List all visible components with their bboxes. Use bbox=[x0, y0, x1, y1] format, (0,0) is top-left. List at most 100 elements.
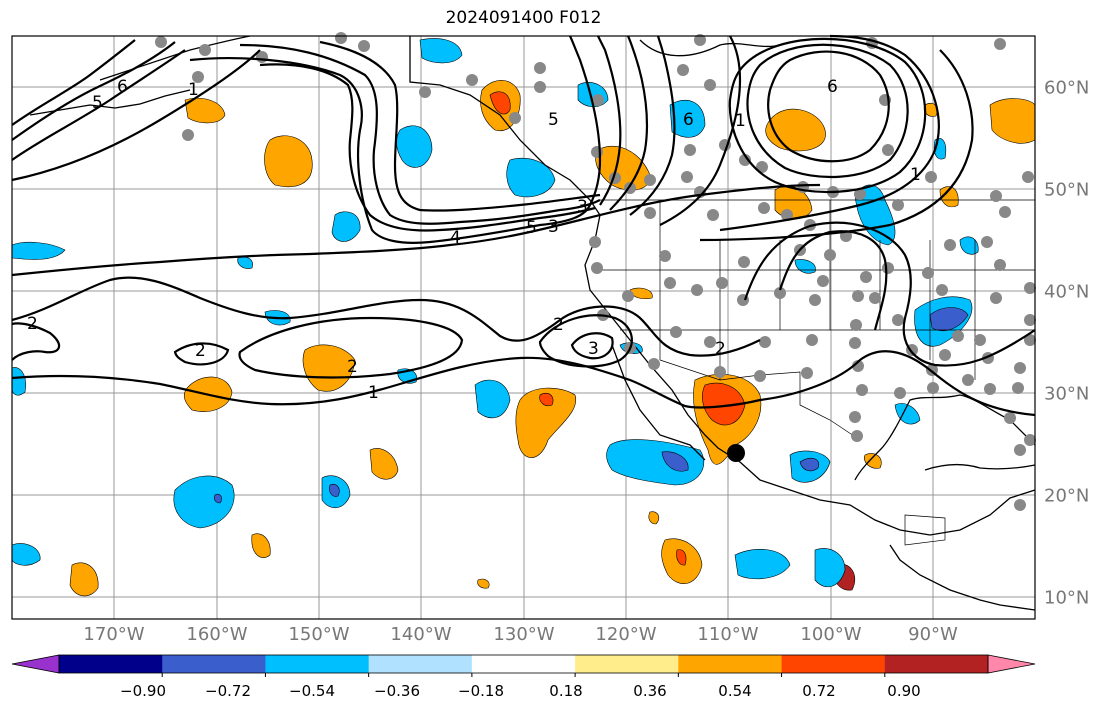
colorbar-tick-label: 0.72 bbox=[802, 682, 836, 700]
state-borders-horizontal bbox=[600, 269, 1035, 331]
lon-label: 170°W bbox=[83, 624, 145, 645]
anomaly-positive-strong bbox=[676, 549, 687, 566]
cuba-coast bbox=[924, 464, 1036, 471]
map-frame bbox=[11, 35, 1036, 620]
anomaly-positive-strong bbox=[702, 382, 746, 426]
contour-label: 2 bbox=[553, 315, 564, 335]
colorbar-segment bbox=[678, 655, 783, 673]
contour-label: 1 bbox=[368, 383, 379, 403]
colorbar-segment bbox=[368, 655, 473, 673]
baja-california-coast bbox=[611, 344, 706, 461]
anomaly-negative bbox=[814, 548, 846, 588]
colorbar-segment bbox=[265, 655, 370, 673]
contour-label: 2 bbox=[715, 339, 726, 359]
contour-trough-3 bbox=[239, 43, 601, 225]
anomaly-positive bbox=[515, 387, 577, 458]
contour-label: 5 bbox=[92, 93, 103, 113]
central-america-borders bbox=[904, 514, 946, 546]
lon-label: 120°W bbox=[595, 624, 657, 645]
lon-label: 140°W bbox=[390, 624, 452, 645]
coastlines bbox=[29, 35, 1036, 611]
anomaly-negative bbox=[734, 549, 791, 580]
contour-labels: 1 2 2 2 3 4 5 6 5 6 1 2 3 1 1 2 3 5 6 bbox=[27, 77, 921, 403]
contour-low-4 bbox=[719, 34, 940, 232]
contour-low-3 bbox=[728, 37, 927, 194]
arctic-coast bbox=[639, 39, 781, 57]
anomaly-positive bbox=[864, 453, 882, 469]
anomaly-positive-strong bbox=[489, 91, 511, 115]
anomaly-negative-strong bbox=[214, 493, 222, 504]
colorbar-segment bbox=[59, 655, 163, 673]
contour-label: 3 bbox=[548, 217, 559, 237]
anomaly-negative bbox=[606, 439, 705, 486]
lon-label: 160°W bbox=[186, 624, 248, 645]
contour-label: 2 bbox=[195, 341, 206, 361]
colorbar-tick-label: 0.36 bbox=[633, 682, 667, 700]
contour-7-west bbox=[11, 39, 136, 126]
anomaly-negative bbox=[959, 236, 979, 255]
anomaly-negative-strong bbox=[661, 451, 689, 472]
contour-label: 3 bbox=[588, 339, 599, 359]
contour-ridge-1 bbox=[569, 35, 602, 206]
contour-trough-2 bbox=[259, 63, 596, 232]
state-borders bbox=[659, 200, 976, 380]
anomaly-negative bbox=[331, 211, 361, 242]
contour-3-upper bbox=[11, 183, 821, 277]
contour-label: 5 bbox=[526, 218, 537, 238]
contour-label: 3 bbox=[577, 197, 588, 217]
colorbar-segment bbox=[884, 655, 989, 673]
anomaly-positive bbox=[251, 533, 271, 558]
anomaly-negative-strong bbox=[329, 483, 340, 497]
anomaly-negative-strong bbox=[929, 307, 969, 332]
contour-label: 6 bbox=[683, 110, 694, 130]
contour-label: 6 bbox=[827, 77, 838, 97]
anomaly-positive bbox=[369, 448, 399, 480]
station-markers bbox=[155, 32, 1036, 511]
contour-label: 5 bbox=[548, 110, 559, 130]
anomaly-negative-strong bbox=[799, 457, 820, 472]
anomaly-positive bbox=[302, 344, 356, 392]
contour-trough-4 bbox=[319, 40, 601, 212]
contour-label: 2 bbox=[27, 314, 38, 334]
contour-lines bbox=[11, 34, 1036, 417]
contour-2-closed bbox=[173, 342, 230, 366]
anomaly-positive bbox=[939, 186, 959, 208]
lat-label: 20°N bbox=[1044, 485, 1090, 507]
lat-label: 40°N bbox=[1044, 281, 1090, 303]
contour-2-west-edge bbox=[11, 322, 61, 361]
contour-ridge-3 bbox=[609, 35, 649, 211]
lat-label: 10°N bbox=[1044, 587, 1090, 609]
contour-east-2 bbox=[743, 221, 1036, 367]
anomaly-negative bbox=[11, 367, 26, 396]
contour-trough-1 bbox=[189, 57, 592, 244]
anomaly-negative bbox=[11, 241, 66, 260]
lon-label: 90°W bbox=[908, 624, 958, 645]
contour-ridge-2 bbox=[597, 35, 622, 206]
lat-label: 60°N bbox=[1044, 77, 1090, 99]
aleutian-chain bbox=[29, 89, 191, 116]
lon-label: 130°W bbox=[493, 624, 555, 645]
colorbar-tick-label: −0.54 bbox=[289, 682, 335, 700]
lat-label: 50°N bbox=[1044, 179, 1090, 201]
lon-label: 110°W bbox=[697, 624, 759, 645]
north-america-pacific-coast bbox=[409, 36, 1036, 536]
contour-6-west bbox=[11, 41, 176, 141]
contour-label: 4 bbox=[450, 228, 461, 248]
map-title: 2024091400 F012 bbox=[445, 8, 602, 28]
anomaly-negative bbox=[474, 379, 511, 419]
contour-5-west bbox=[11, 49, 186, 161]
contour-east-1 bbox=[778, 230, 888, 331]
colorbar-tick-label: 0.90 bbox=[887, 682, 921, 700]
colorbar bbox=[11, 654, 1036, 677]
storm-center-marker bbox=[727, 444, 745, 462]
colorbar-segment bbox=[781, 655, 886, 673]
contour-label: 6 bbox=[117, 77, 128, 97]
contour-low-2 bbox=[746, 43, 909, 179]
colorbar-segment bbox=[471, 655, 576, 673]
anomaly-positive bbox=[69, 562, 99, 597]
contour-ridge-5 bbox=[659, 35, 742, 226]
contour-label: 2 bbox=[347, 357, 358, 377]
central-america-coast bbox=[889, 544, 1036, 611]
contour-label: 1 bbox=[910, 165, 921, 185]
